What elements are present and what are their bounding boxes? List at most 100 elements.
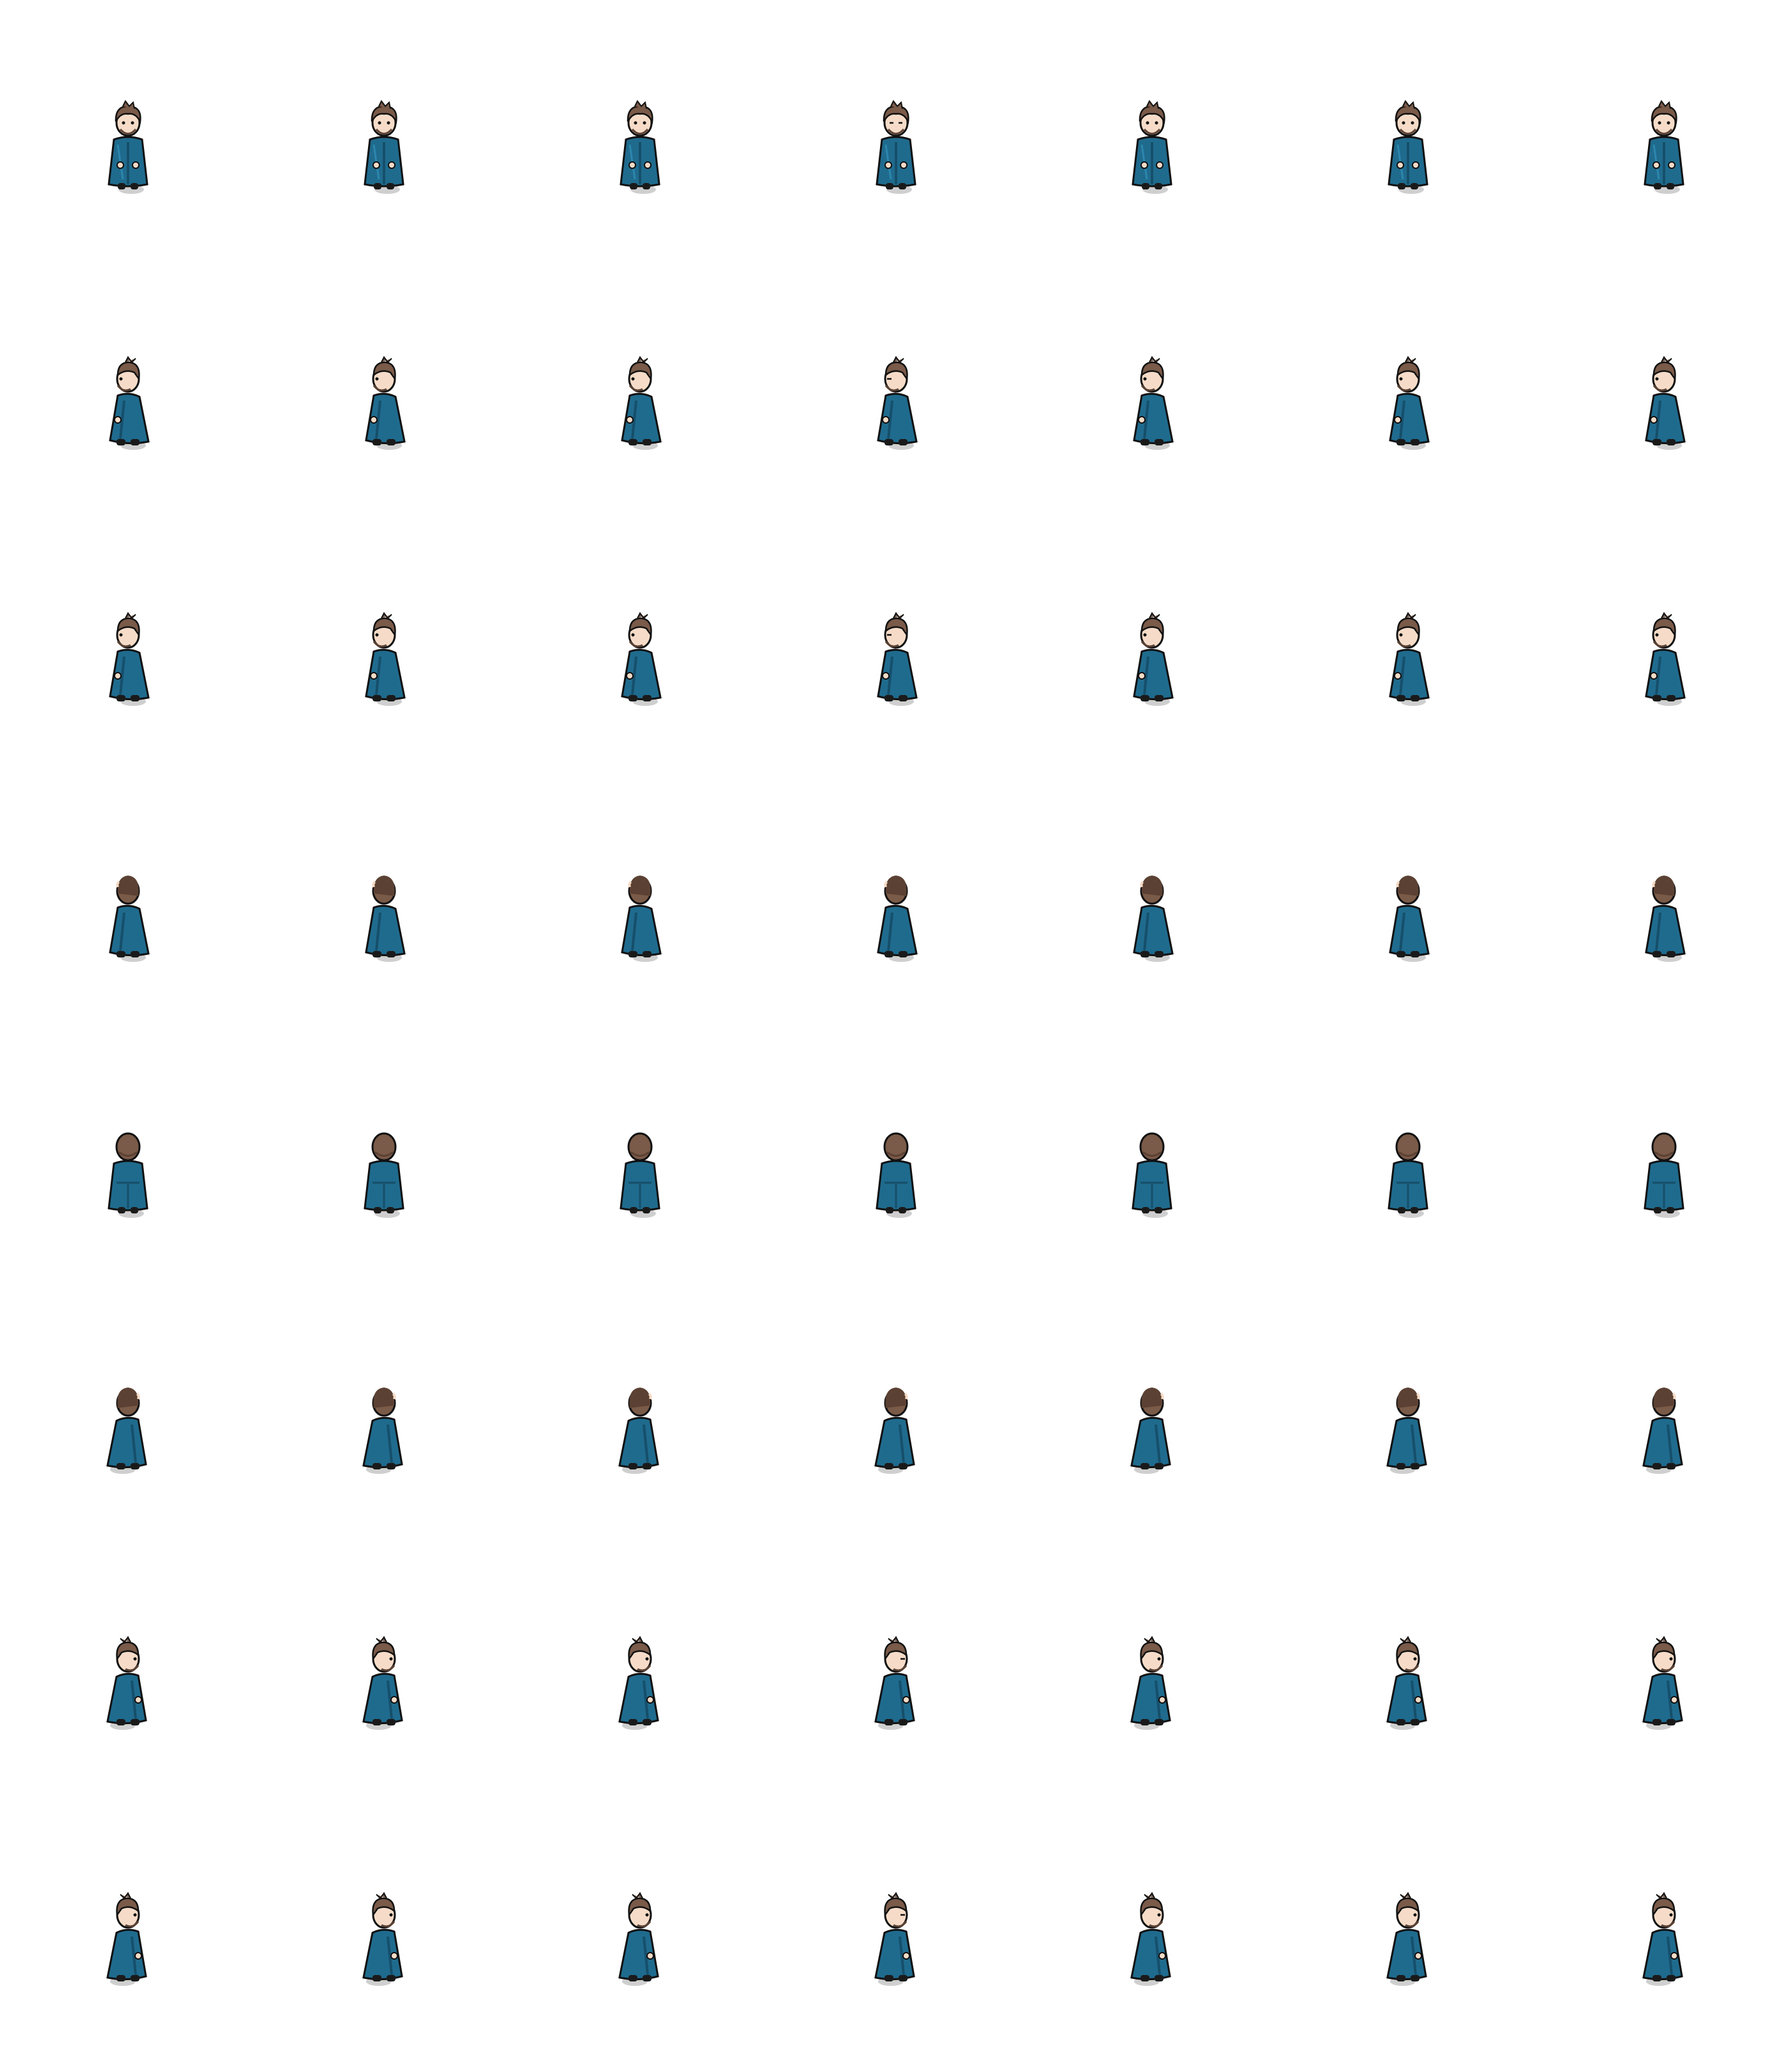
coat [874, 1416, 915, 1469]
character-sprite [876, 1132, 916, 1218]
character-sprite [1130, 1636, 1171, 1730]
hair [1140, 1641, 1164, 1661]
character-sprite [1133, 876, 1174, 962]
character-sprite [876, 100, 916, 194]
character-sprite [362, 1388, 403, 1474]
hair [1396, 617, 1420, 637]
character-sprite [1644, 1132, 1684, 1218]
sprite-frame [768, 1536, 1024, 1792]
character-sprite [621, 612, 662, 706]
character-sprite [108, 1132, 148, 1218]
hair [884, 1641, 908, 1661]
sprite-frame [1024, 0, 1280, 256]
hair [372, 1897, 396, 1917]
sprite-frame [512, 0, 768, 256]
character-sprite [618, 1892, 659, 1986]
character-sprite [1130, 1892, 1171, 1986]
sprite-frame [256, 1536, 512, 1792]
coat [1642, 1416, 1683, 1469]
sprite-frame [1536, 1536, 1792, 1792]
character-sprite [1645, 356, 1686, 450]
sprite-frame [256, 0, 512, 256]
character-sprite [874, 1388, 915, 1474]
sprite-frame [1280, 256, 1536, 512]
character-sprite [109, 612, 150, 706]
hair [372, 617, 396, 637]
sprite-frame [256, 1024, 512, 1280]
character-sprite [1132, 100, 1172, 194]
character-sprite [364, 100, 404, 194]
character-sprite [106, 1388, 147, 1474]
character-sprite [1386, 1388, 1427, 1474]
hair [628, 617, 652, 637]
character-sprite [1642, 1388, 1683, 1474]
character-sprite [1130, 1388, 1171, 1474]
hair [116, 361, 140, 381]
character-sprite [877, 876, 918, 962]
hair [884, 617, 908, 637]
sprite-frame [0, 1024, 256, 1280]
character-sprite [106, 1636, 147, 1730]
sprite-frame [512, 256, 768, 512]
sprite-frame [1024, 1280, 1280, 1536]
hair [884, 361, 908, 381]
sprite-frame [1280, 1024, 1536, 1280]
character-sprite [620, 100, 660, 194]
sprite-frame [1280, 1280, 1536, 1536]
sprite-frame [512, 1536, 768, 1792]
hair [1395, 105, 1421, 125]
hair [115, 105, 141, 125]
coat [365, 904, 406, 957]
hair [1652, 361, 1676, 381]
character-sprite [621, 876, 662, 962]
coat [362, 1416, 403, 1469]
character-sprite [1389, 876, 1430, 962]
character-sprite [109, 356, 150, 450]
character-sprite [365, 876, 406, 962]
sprite-frame [1536, 512, 1792, 768]
sprite-frame [1280, 512, 1536, 768]
hair [116, 1641, 140, 1661]
sprite-frame [1536, 1792, 1792, 2048]
sprite-frame [0, 256, 256, 512]
hair [116, 1897, 140, 1917]
character-sprite [620, 1132, 660, 1218]
hair [1396, 361, 1420, 381]
coat [109, 904, 150, 957]
sprite-frame [1536, 1280, 1792, 1536]
character-sprite [1645, 876, 1686, 962]
coat [1645, 904, 1686, 957]
sprite-frame [1280, 768, 1536, 1024]
sprite-frame [1024, 1024, 1280, 1280]
character-sprite [1644, 100, 1684, 194]
hair [1139, 105, 1165, 125]
hair [1652, 617, 1676, 637]
hair [372, 361, 396, 381]
character-sprite [618, 1388, 659, 1474]
hair [628, 361, 652, 381]
character-sprite [1388, 100, 1428, 194]
sprite-frame [768, 1280, 1024, 1536]
coat [618, 1416, 659, 1469]
sprite-frame [0, 1536, 256, 1792]
hair [628, 1897, 652, 1917]
sprite-frame [0, 1792, 256, 2048]
character-sprite [1642, 1892, 1683, 1986]
character-sprite [618, 1636, 659, 1730]
coat [1389, 904, 1430, 957]
character-sprite [1133, 612, 1174, 706]
hair [1651, 105, 1677, 125]
character-sprite [1386, 1636, 1427, 1730]
hair [1140, 361, 1164, 381]
sprite-frame [768, 0, 1024, 256]
coat [1133, 904, 1174, 957]
sprite-frame [1024, 1536, 1280, 1792]
sprite-frame [1536, 256, 1792, 512]
coat [621, 904, 662, 957]
sprite-frame [512, 1024, 768, 1280]
sprite-frame [512, 768, 768, 1024]
sprite-frame [0, 0, 256, 256]
sprite-frame [1024, 768, 1280, 1024]
hair [116, 617, 140, 637]
character-sprite [108, 100, 148, 194]
